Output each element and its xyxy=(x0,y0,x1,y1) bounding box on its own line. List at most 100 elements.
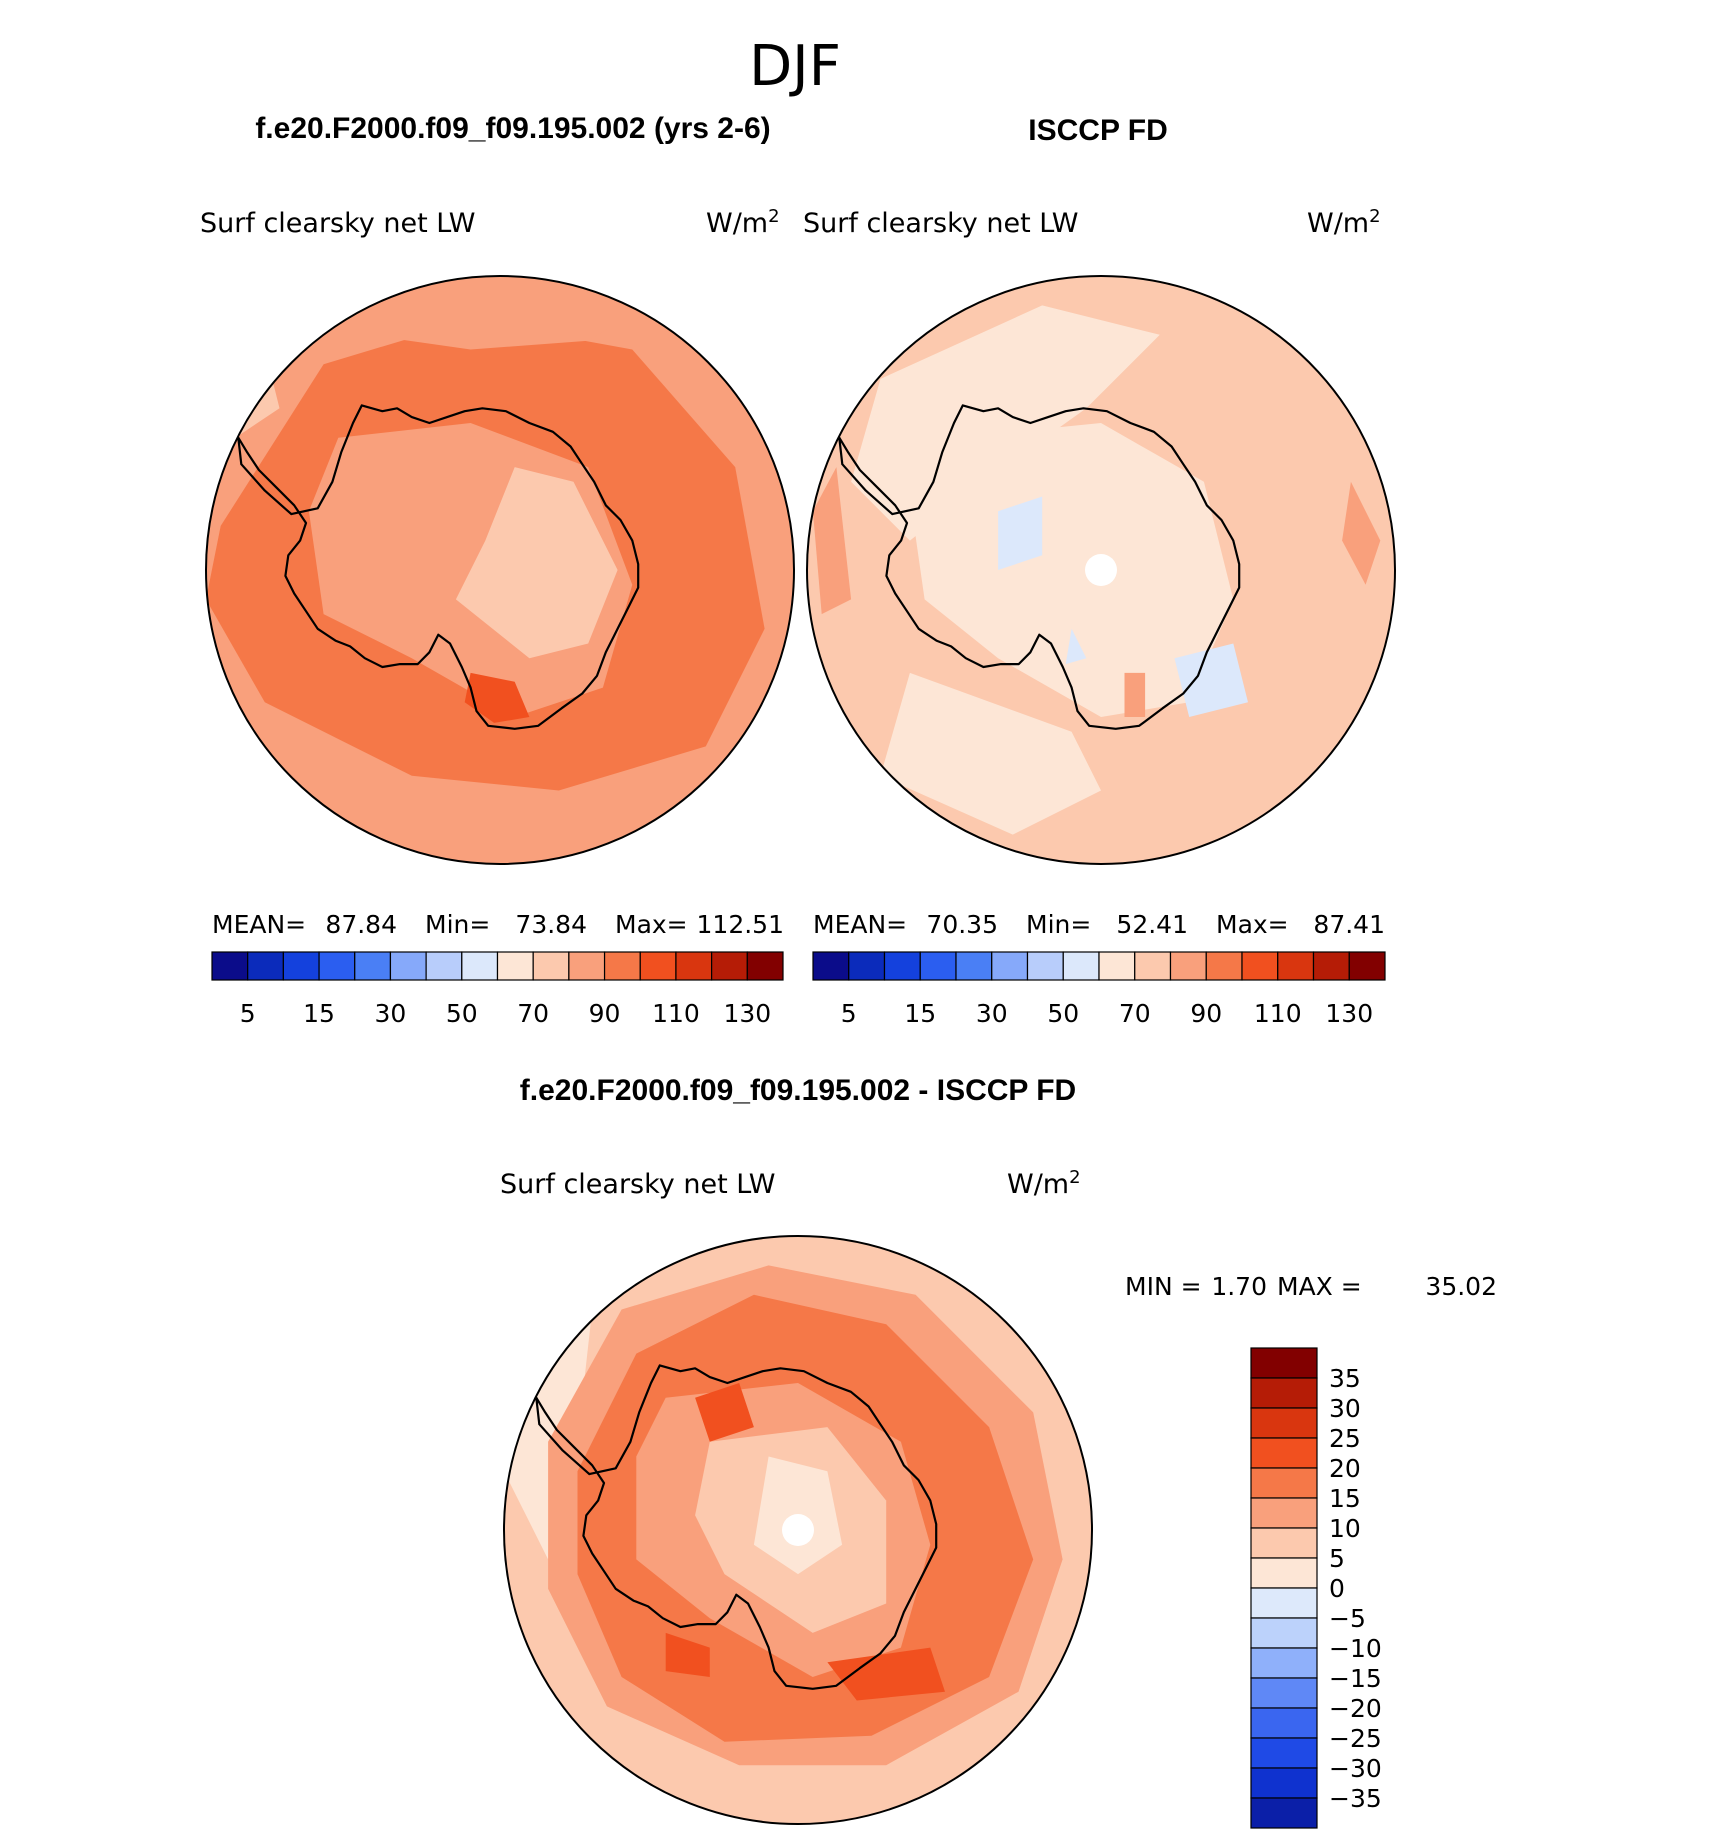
stat-max-label: Max= xyxy=(615,910,688,939)
colorbar-box xyxy=(1250,1347,1318,1379)
units-label: W/m2 xyxy=(706,206,780,239)
colorbar-box xyxy=(1250,1557,1318,1589)
contour-fill xyxy=(827,1647,945,1701)
stat-min-label: Min= xyxy=(425,910,490,939)
contour-fill xyxy=(695,1383,754,1442)
colorbar-tick-label: 15 xyxy=(904,999,936,1028)
contour-fill xyxy=(1065,628,1087,665)
colorbar-box xyxy=(1250,1617,1318,1649)
colorbar-box xyxy=(1250,1377,1318,1409)
colorbar-box xyxy=(389,951,427,981)
colorbar-tick-label: 110 xyxy=(652,999,700,1028)
colorbar-tick-label: −25 xyxy=(1329,1724,1382,1753)
colorbar-box xyxy=(848,951,886,981)
stat-min-value: 73.84 xyxy=(515,910,587,939)
colorbar-box xyxy=(282,951,320,981)
colorbar-tick-label: −30 xyxy=(1329,1754,1382,1783)
colorbar-box xyxy=(1250,1797,1318,1829)
colorbar-box xyxy=(1250,1737,1318,1769)
colorbar-tick-label: 90 xyxy=(589,999,621,1028)
colorbar-box xyxy=(425,951,463,981)
units-base: W/m xyxy=(1307,208,1369,239)
colorbar-box xyxy=(1250,1677,1318,1709)
pole-hole xyxy=(782,1514,814,1546)
stat-mean-value: 87.84 xyxy=(325,910,397,939)
colorbar-tick-label: 20 xyxy=(1329,1454,1361,1483)
colorbar-box xyxy=(812,951,850,981)
panel-model: f.e20.F2000.f09_f09.195.002 (yrs 2-6) Sur… xyxy=(200,112,795,1028)
units-exponent: 2 xyxy=(1069,1167,1080,1188)
stat-mean-label: MEAN= xyxy=(212,910,306,939)
colorbar-box xyxy=(1312,951,1350,981)
contour-fill xyxy=(998,496,1043,570)
colorbar-box xyxy=(1250,1437,1318,1469)
colorbar-tick-label: 50 xyxy=(1047,999,1079,1028)
units-label: W/m2 xyxy=(1007,1167,1081,1200)
colorbar-tick-label: 0 xyxy=(1329,1574,1345,1603)
colorbar-box xyxy=(675,951,713,981)
colorbar-tick-label: 130 xyxy=(723,999,771,1028)
colorbar-box xyxy=(746,951,784,981)
stat-mean-label: MEAN= xyxy=(813,910,907,939)
colorbar-box xyxy=(1250,1497,1318,1529)
pole-hole xyxy=(1085,554,1117,586)
colorbar-box xyxy=(991,951,1029,981)
colorbar-box xyxy=(1250,1587,1318,1619)
colorbar-tick-label: 15 xyxy=(1329,1484,1361,1513)
colorbar-box xyxy=(247,951,284,981)
stat-mean-value: 70.35 xyxy=(926,910,998,939)
contour-fill xyxy=(367,281,647,350)
colorbar-box xyxy=(1205,951,1243,981)
colorbar-box xyxy=(1026,951,1064,981)
colorbar-box xyxy=(1250,1467,1318,1499)
colorbar-box xyxy=(1250,1527,1318,1559)
colorbar-tick-label: 10 xyxy=(1329,1514,1361,1543)
panel-title: f.e20.F2000.f09_f09.195.002 (yrs 2-6) xyxy=(255,112,770,145)
colorbar-box xyxy=(639,951,677,981)
contour-fill xyxy=(464,672,530,723)
colorbar-box xyxy=(568,951,606,981)
colorbar-box xyxy=(532,951,570,981)
contour-fill xyxy=(1174,643,1248,717)
colorbar-tick-label: 30 xyxy=(1329,1394,1361,1423)
units-exponent: 2 xyxy=(1369,206,1380,227)
units-exponent: 2 xyxy=(768,206,779,227)
colorbar-box xyxy=(1169,951,1207,981)
panel-title: ISCCP FD xyxy=(1028,114,1167,147)
colorbar-box xyxy=(883,951,921,981)
colorbar-box xyxy=(955,951,993,981)
colorbar-tick-label: 70 xyxy=(517,999,549,1028)
colorbar-box xyxy=(1241,951,1279,981)
map-field xyxy=(206,276,794,864)
variable-label: Surf clearsky net LW xyxy=(500,1169,776,1200)
stat-min-value: 52.41 xyxy=(1116,910,1188,939)
panel-difference: f.e20.F2000.f09_f09.195.002 - ISCCP FD Su… xyxy=(500,1074,1497,1829)
colorbar-tick-label: 30 xyxy=(375,999,407,1028)
colorbar-tick-label: −35 xyxy=(1329,1784,1382,1813)
variable-label: Surf clearsky net LW xyxy=(803,208,1079,239)
colorbar-tick-label: −10 xyxy=(1329,1634,1382,1663)
colorbar-box xyxy=(1348,951,1386,981)
contour-fill xyxy=(1124,672,1146,717)
stat-min-label: MIN = xyxy=(1125,1272,1202,1301)
colorbar-tick-label: 5 xyxy=(841,999,857,1028)
colorbar-box xyxy=(354,951,392,981)
contour-fill xyxy=(455,467,618,659)
variable-label: Surf clearsky net LW xyxy=(200,208,476,239)
colorbar-tick-label: −5 xyxy=(1329,1604,1366,1633)
contour-fill xyxy=(1342,481,1381,585)
antarctica-coastline xyxy=(237,404,640,730)
colorbar-box xyxy=(496,951,534,981)
colorbar-box xyxy=(318,951,356,981)
antarctica-coastline xyxy=(535,1364,938,1690)
colorbar-box xyxy=(1277,951,1315,981)
colorbar-box xyxy=(1250,1647,1318,1679)
colorbar-box xyxy=(919,951,957,981)
map-boundary xyxy=(205,275,795,865)
stat-min-value: 1.70 xyxy=(1211,1272,1267,1301)
colorbar-box xyxy=(711,951,748,981)
colorbar-box xyxy=(1250,1707,1318,1739)
colorbar-tick-label: 90 xyxy=(1190,999,1222,1028)
colorbar-tick-label: 30 xyxy=(976,999,1008,1028)
units-base: W/m xyxy=(1007,1169,1069,1200)
